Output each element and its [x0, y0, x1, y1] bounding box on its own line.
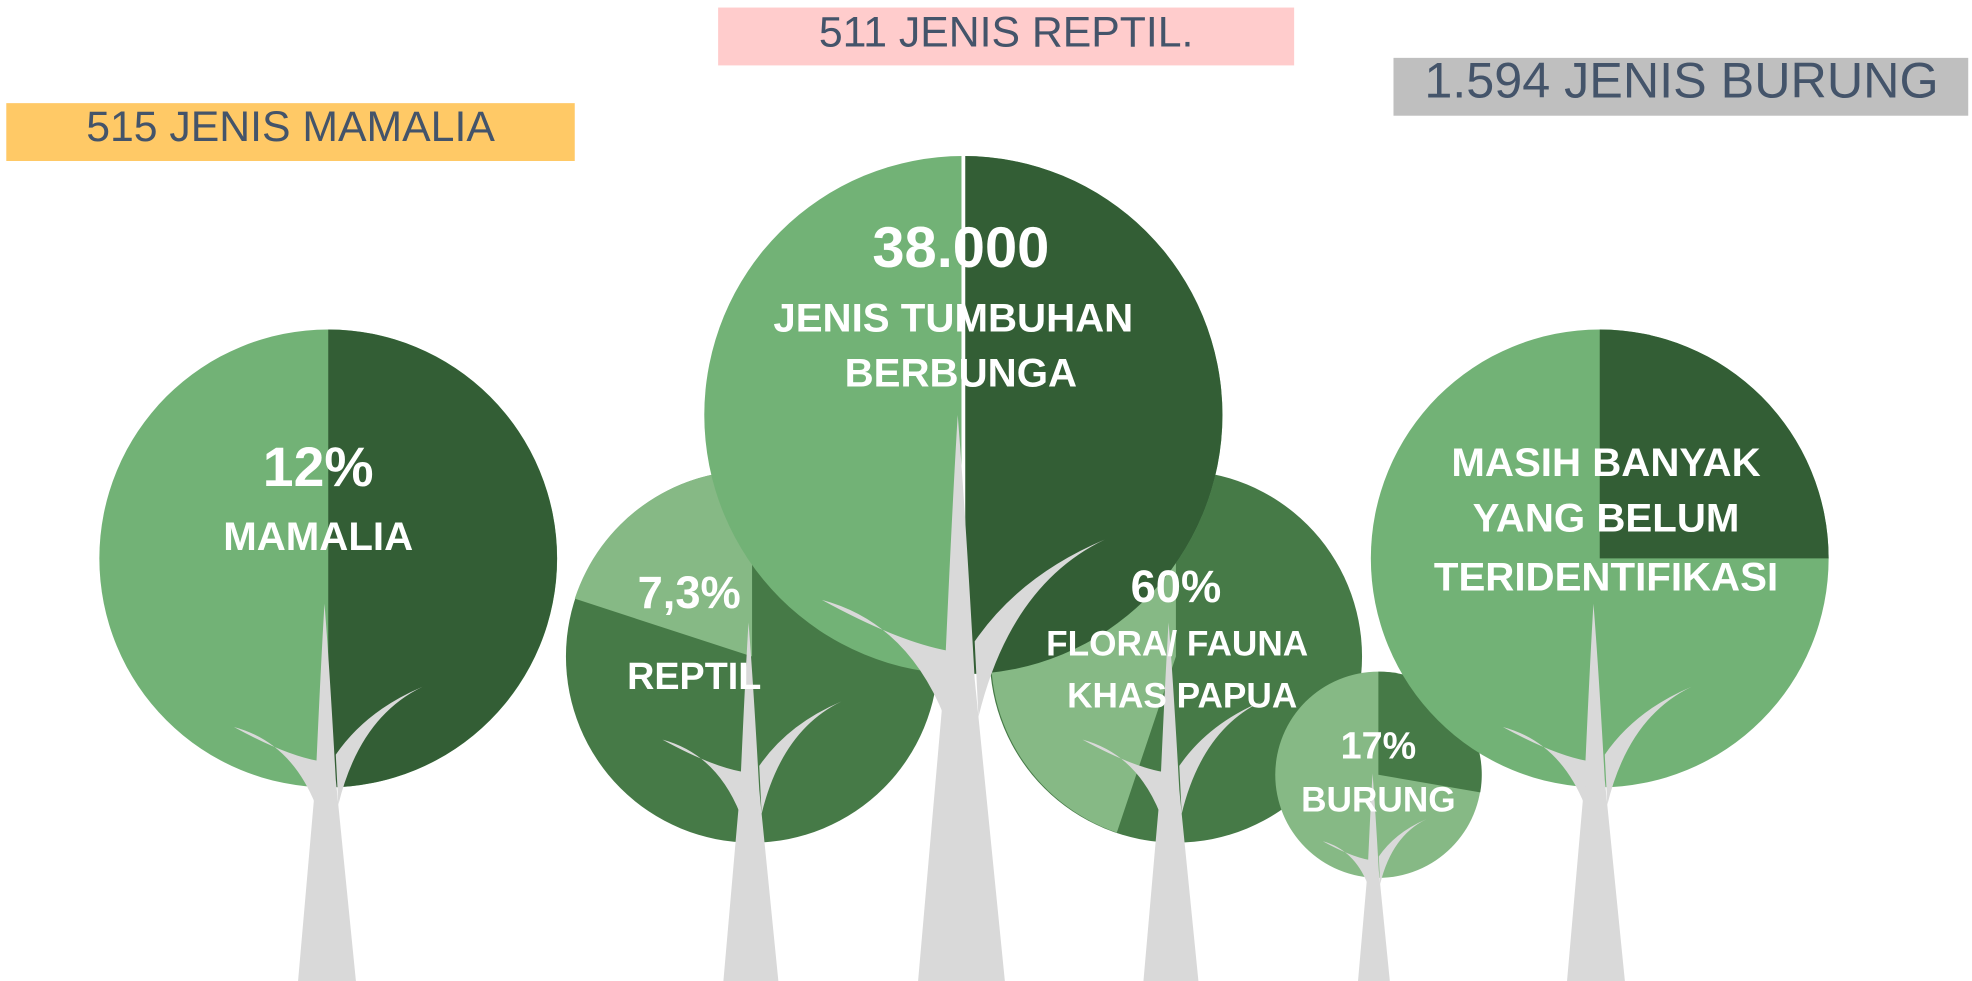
tree-value: 38.000	[872, 216, 1049, 280]
tree-label: MAMALIA	[223, 514, 413, 559]
tree-value: 12%	[263, 436, 374, 498]
tree-label: JENIS TUMBUHAN	[773, 295, 1133, 340]
tree-label: BURUNG	[1301, 781, 1456, 820]
tree-label: BERBUNGA	[845, 351, 1077, 396]
banner-text: 511 JENIS REPTIL.	[819, 9, 1194, 57]
banner-text: 515 JENIS MAMALIA	[86, 103, 495, 151]
tree-value: 17%	[1341, 724, 1417, 766]
tree-label: KHAS PAPUA	[1067, 676, 1297, 715]
page: 515 JENIS MAMALIA 511 JENIS REPTIL. 1.59…	[0, 0, 1972, 981]
tree-label: MASIH BANYAK	[1451, 440, 1760, 485]
tree-value: 7,3%	[638, 567, 741, 618]
tree-label: REPTIL	[627, 655, 761, 697]
tree-label: YANG BELUM	[1473, 495, 1740, 540]
banner-text: 1.594 JENIS BURUNG	[1424, 52, 1938, 109]
tree-value: 60%	[1131, 561, 1222, 612]
infographic: 515 JENIS MAMALIA 511 JENIS REPTIL. 1.59…	[0, 0, 1972, 981]
tree-label: TERIDENTIFIKASI	[1434, 554, 1778, 599]
tree-label: FLORA/ FAUNA	[1046, 625, 1308, 664]
